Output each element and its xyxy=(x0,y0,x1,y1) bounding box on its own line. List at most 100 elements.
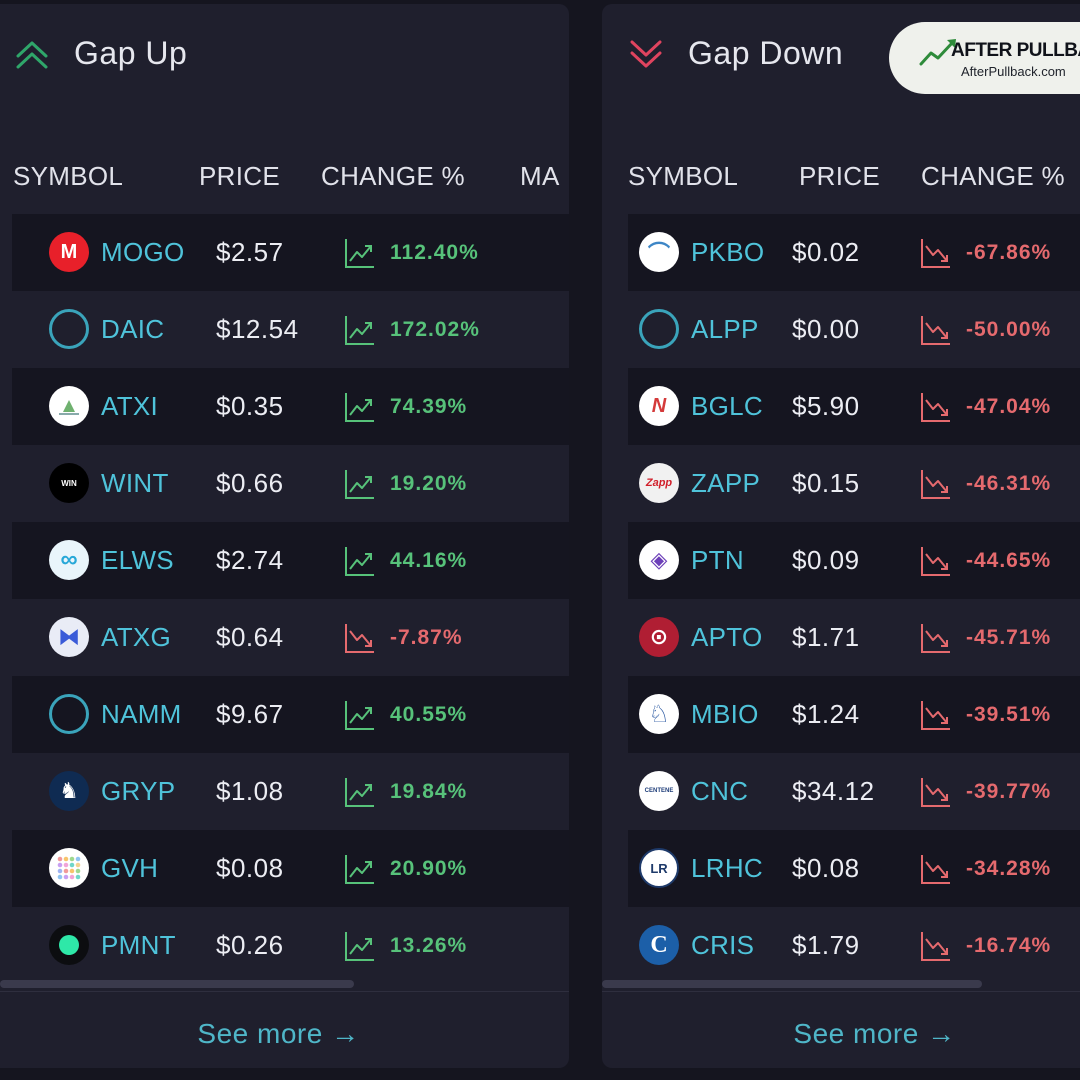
price-value: $0.08 xyxy=(216,853,284,883)
symbol-link[interactable]: PTN xyxy=(691,545,744,575)
trend-up-icon xyxy=(344,314,376,346)
trend-down-icon xyxy=(920,930,952,962)
column-header-price[interactable]: PRICE xyxy=(799,161,880,191)
gap-up-panel: Gap Up SYMBOL PRICE CHANGE % MA M MOGO $2.… xyxy=(0,4,569,1068)
table-row[interactable]: Zapp ZAPP $0.15 -46.31% xyxy=(628,445,1080,522)
symbol-link[interactable]: BGLC xyxy=(691,391,764,421)
price-value: $0.09 xyxy=(792,545,860,575)
change-percent: -34.28% xyxy=(966,857,1052,880)
table-row[interactable]: ⌒ PKBO $0.02 -67.86% xyxy=(628,214,1080,291)
trend-down-icon xyxy=(344,622,376,654)
symbol-link[interactable]: CNC xyxy=(691,776,749,806)
circle-outline-logo xyxy=(49,309,89,349)
watermark-site: AfterPullback.com xyxy=(961,64,1066,79)
symbol-link[interactable]: CRIS xyxy=(691,930,755,960)
trend-down-icon xyxy=(920,468,952,500)
price-value: $1.79 xyxy=(792,930,860,960)
green-dot-logo xyxy=(49,925,89,965)
column-header-change[interactable]: CHANGE % xyxy=(921,161,1065,191)
symbol-link[interactable]: PKBO xyxy=(691,237,765,267)
change-percent: 13.26% xyxy=(390,934,468,957)
trend-down-icon xyxy=(920,776,952,808)
price-value: $5.90 xyxy=(792,391,860,421)
table-row[interactable]: ⧓ ATXG $0.64 -7.87% xyxy=(12,599,569,676)
symbol-link[interactable]: GRYP xyxy=(101,776,176,806)
symbol-link[interactable]: ATXG xyxy=(101,622,172,652)
trend-down-icon xyxy=(920,237,952,269)
change-percent: 172.02% xyxy=(390,318,480,341)
table-row[interactable]: ◈ PTN $0.09 -44.65% xyxy=(628,522,1080,599)
see-more-link[interactable]: See more → xyxy=(197,1018,360,1049)
symbol-link[interactable]: GVH xyxy=(101,853,159,883)
table-row[interactable]: C CRIS $1.79 -16.74% xyxy=(628,907,1080,984)
trend-down-icon xyxy=(920,853,952,885)
change-percent: 20.90% xyxy=(390,857,468,880)
gap-up-title: Gap Up xyxy=(74,34,188,71)
column-header-symbol[interactable]: SYMBOL xyxy=(13,161,124,191)
price-value: $0.35 xyxy=(216,391,284,421)
trend-down-icon xyxy=(920,314,952,346)
table-row[interactable]: GVH $0.08 20.90% xyxy=(12,830,569,907)
symbol-link[interactable]: ALPP xyxy=(691,314,759,344)
column-header-change[interactable]: CHANGE % xyxy=(321,161,465,191)
chart-growth-icon xyxy=(919,39,956,66)
watermark-brand: AFTER PULLBACK xyxy=(951,40,1080,61)
change-percent: -67.86% xyxy=(966,241,1052,264)
price-value: $1.24 xyxy=(792,699,860,729)
divider xyxy=(602,991,1080,992)
table-row[interactable]: DAIC $12.54 172.02% xyxy=(12,291,569,368)
table-row[interactable]: M MOGO $2.57 112.40% xyxy=(12,214,569,291)
divider xyxy=(0,991,569,992)
zapp-logo: Zapp xyxy=(639,463,679,503)
mogo-logo: M xyxy=(49,232,89,272)
symbol-link[interactable]: NAMM xyxy=(101,699,182,729)
table-row[interactable]: ⊙ APTO $1.71 -45.71% xyxy=(628,599,1080,676)
symbol-link[interactable]: WINT xyxy=(101,468,169,498)
gap-down-title: Gap Down xyxy=(688,34,844,71)
trend-up-icon xyxy=(344,699,376,731)
dots-logo xyxy=(49,848,89,888)
table-row[interactable]: LR LRHC $0.08 -34.28% xyxy=(628,830,1080,907)
horse-logo: ♘ xyxy=(639,694,679,734)
trend-down-icon xyxy=(920,622,952,654)
trend-up-icon xyxy=(344,853,376,885)
trend-up-icon xyxy=(344,391,376,423)
trend-up-icon xyxy=(344,930,376,962)
price-value: $0.64 xyxy=(216,622,284,652)
table-row[interactable]: NAMM $9.67 40.55% xyxy=(12,676,569,753)
symbol-link[interactable]: PMNT xyxy=(101,930,176,960)
symbol-link[interactable]: ATXI xyxy=(101,391,159,421)
table-row[interactable]: WIN WINT $0.66 19.20% xyxy=(12,445,569,522)
symbol-link[interactable]: ELWS xyxy=(101,545,174,575)
lr-logo: LR xyxy=(639,848,679,888)
change-percent: -44.65% xyxy=(966,549,1052,572)
see-more-link[interactable]: See more → xyxy=(793,1018,956,1049)
palatin-logo: ◈ xyxy=(639,540,679,580)
table-row[interactable]: CENTENE CNC $34.12 -39.77% xyxy=(628,753,1080,830)
change-percent: 40.55% xyxy=(390,703,468,726)
symbol-link[interactable]: ZAPP xyxy=(691,468,761,498)
double-chevron-up-icon xyxy=(16,41,48,69)
horizontal-scrollbar[interactable] xyxy=(602,980,982,988)
gap-up-header: Gap Up xyxy=(0,4,569,104)
symbol-link[interactable]: LRHC xyxy=(691,853,763,883)
column-header-price[interactable]: PRICE xyxy=(199,161,280,191)
table-row[interactable]: N BGLC $5.90 -47.04% xyxy=(628,368,1080,445)
trend-down-icon xyxy=(920,391,952,423)
symbol-link[interactable]: DAIC xyxy=(101,314,165,344)
gap-down-header: Gap Down xyxy=(602,4,1080,104)
change-percent: 74.39% xyxy=(390,395,468,418)
symbol-link[interactable]: MOGO xyxy=(101,237,185,267)
table-row[interactable]: PMNT $0.26 13.26% xyxy=(12,907,569,984)
change-percent: -39.51% xyxy=(966,703,1052,726)
symbol-link[interactable]: APTO xyxy=(691,622,763,652)
table-row[interactable]: ALPP $0.00 -50.00% xyxy=(628,291,1080,368)
table-row[interactable]: ∞ ELWS $2.74 44.16% xyxy=(12,522,569,599)
table-row[interactable]: ♘ MBIO $1.24 -39.51% xyxy=(628,676,1080,753)
symbol-link[interactable]: MBIO xyxy=(691,699,759,729)
horizontal-scrollbar[interactable] xyxy=(0,980,354,988)
column-header-symbol[interactable]: SYMBOL xyxy=(628,161,739,191)
column-header-market[interactable]: MA xyxy=(520,161,560,191)
